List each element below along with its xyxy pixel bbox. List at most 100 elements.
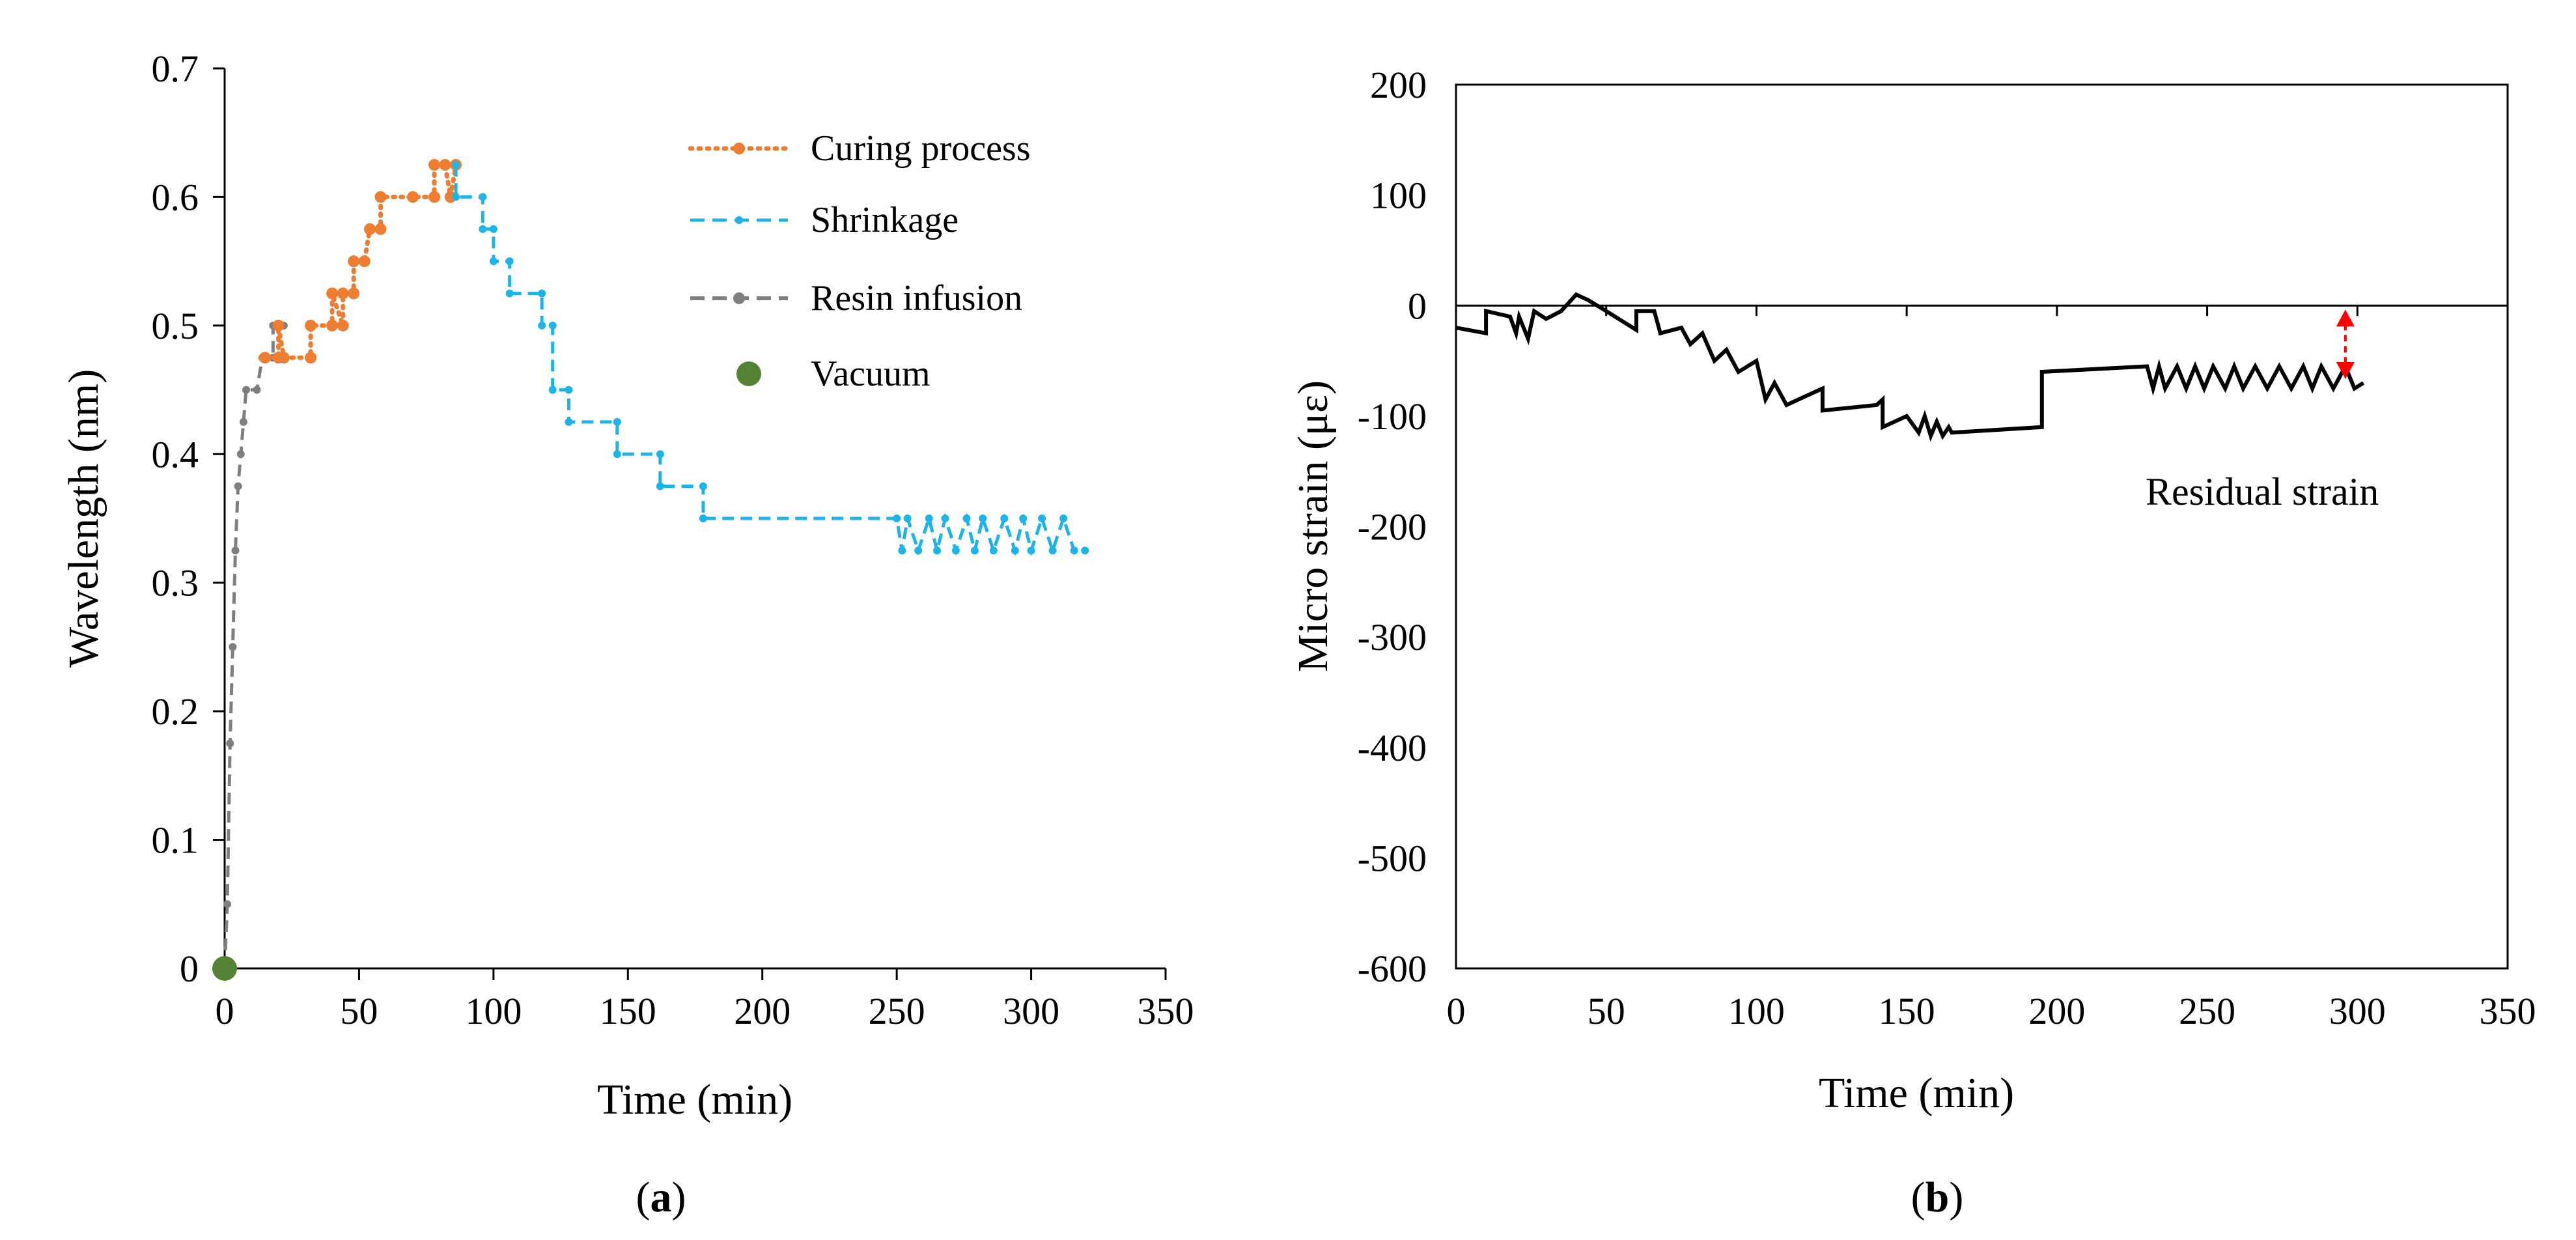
vacuum-point — [212, 956, 237, 981]
series-point-shrinkage — [656, 450, 664, 458]
series-point-shrinkage — [656, 482, 664, 490]
chart-b: 0 50 100 150 200 250 300 350 200 100 0 -100 -200 -300… — [1289, 64, 2536, 1221]
chart-a-y-tick-label: 0.4 — [152, 433, 199, 475]
chart-b-x-tick-label: 300 — [2329, 990, 2386, 1032]
chart-b-x-tick-label: 150 — [1879, 990, 1935, 1032]
chart-a-y-tick-label: 0.2 — [152, 690, 199, 733]
chart-b-ticks: 0 50 100 150 200 250 300 350 200 100 0 -100 -200 -300… — [1358, 64, 2536, 1032]
chart-b-y-tick-label: -200 — [1358, 506, 1427, 548]
residual-strain-label: Residual strain — [2146, 470, 2379, 513]
chart-a-x-tick-label: 50 — [340, 990, 378, 1032]
chart-b-x-tick-label: 250 — [2179, 990, 2235, 1032]
series-point-resin-infusion — [239, 417, 247, 426]
series-point-resin-infusion — [234, 482, 242, 490]
series-point-curing-process — [439, 159, 451, 171]
chart-b-x-tick-label: 350 — [2480, 990, 2536, 1032]
series-point-shrinkage — [548, 321, 557, 330]
chart-b-y-tick-label: -500 — [1358, 837, 1427, 879]
series-point-curing-process — [277, 352, 290, 364]
series-point-shrinkage — [1000, 514, 1009, 522]
chart-a-y-tick-label: 0 — [180, 948, 199, 990]
series-point-shrinkage — [903, 514, 912, 522]
chart-a-x-tick-label: 150 — [600, 990, 656, 1032]
series-point-shrinkage — [489, 225, 497, 233]
series-point-curing-process — [305, 352, 317, 364]
residual-strain-arrow — [2336, 309, 2355, 379]
chart-a: 0 50 100 150 200 250 300 350 0 0.1 0.2 0.3 0.4 0.5 0.6… — [60, 48, 1194, 1221]
legend-label-resin: Resin infusion — [811, 278, 1022, 318]
series-point-shrinkage — [452, 193, 460, 201]
series-point-curing-process — [326, 287, 339, 300]
chart-b-xlabel: Time (min) — [1819, 1069, 2014, 1117]
series-point-shrinkage — [1048, 546, 1057, 555]
chart-b-y-tick-label: -600 — [1358, 948, 1427, 990]
series-point-curing-process — [337, 287, 349, 300]
series-line-shrinkage — [454, 165, 1085, 557]
series-point-shrinkage — [538, 321, 546, 330]
panel-label-b: (b) — [1911, 1174, 1964, 1221]
chart-a-y-tick-label: 0.3 — [152, 562, 199, 604]
chart-b-x-tick-label: 0 — [1447, 990, 1466, 1032]
series-point-curing-process — [337, 319, 349, 331]
series-point-resin-infusion — [253, 386, 261, 394]
legend-marker-shrinkage — [735, 216, 743, 224]
series-point-curing-process — [407, 191, 419, 203]
panel-label-b-letter: b — [1925, 1174, 1950, 1221]
panel-label-a-letter: a — [651, 1174, 672, 1221]
chart-b-y-tick-label: -400 — [1358, 727, 1427, 769]
chart-b-x-tick-label: 200 — [2028, 990, 2085, 1032]
chart-a-y-tick-label: 0.6 — [152, 176, 199, 218]
chart-b-ylabel: Micro strain (με) — [1289, 380, 1337, 672]
series-point-shrinkage — [1011, 546, 1019, 555]
series-point-shrinkage — [893, 514, 901, 522]
series-point-resin-infusion — [229, 643, 237, 651]
series-point-shrinkage — [925, 514, 933, 522]
legend-item-curing: Curing process — [688, 128, 1031, 169]
series-point-shrinkage — [989, 546, 998, 555]
chart-a-x-tick-label: 0 — [216, 990, 234, 1032]
arrow-head-top — [2336, 309, 2355, 327]
series-point-shrinkage — [565, 386, 573, 394]
chart-a-ylabel: Wavelength (nm) — [60, 369, 107, 668]
series-point-shrinkage — [914, 546, 923, 555]
chart-a-x-tick-label: 350 — [1138, 990, 1194, 1032]
series-point-curing-process — [363, 223, 376, 235]
series-point-shrinkage — [452, 161, 460, 169]
chart-a-legend: Curing process Shrinkage Resin infusion … — [688, 128, 1031, 394]
series-point-curing-process — [428, 159, 441, 171]
series-point-shrinkage — [613, 450, 621, 458]
chart-b-y-tick-label: 0 — [1408, 285, 1427, 327]
series-point-curing-process — [305, 319, 317, 331]
chart-a-y-tick-label: 0.7 — [152, 48, 199, 90]
chart-b-plot-frame — [1455, 83, 2509, 970]
series-point-resin-infusion — [236, 450, 245, 458]
arrow-head-bottom — [2336, 361, 2355, 379]
chart-b-series — [1455, 292, 2365, 442]
series-point-curing-process — [326, 319, 339, 331]
series-point-shrinkage — [565, 417, 573, 426]
chart-a-series — [212, 159, 1089, 981]
legend-label-curing: Curing process — [811, 128, 1031, 169]
series-point-shrinkage — [489, 257, 497, 266]
series-point-curing-process — [358, 255, 371, 268]
panel-label-a: (a) — [636, 1174, 686, 1221]
chart-a-xlabel: Time (min) — [597, 1076, 792, 1123]
series-point-shrinkage — [479, 193, 487, 201]
chart-a-y-tick-label: 0.5 — [152, 305, 199, 347]
series-point-shrinkage — [933, 546, 942, 555]
series-point-shrinkage — [505, 289, 514, 298]
chart-b-y-tick-label: -100 — [1358, 395, 1427, 438]
series-point-shrinkage — [1070, 546, 1078, 555]
chart-b-y-tick-label: 100 — [1370, 175, 1427, 217]
series-point-shrinkage — [538, 289, 546, 298]
series-point-shrinkage — [505, 257, 514, 266]
series-point-resin-infusion — [231, 546, 240, 555]
series-point-shrinkage — [979, 514, 987, 522]
series-point-curing-process — [428, 191, 441, 203]
series-point-shrinkage — [1081, 546, 1089, 555]
series-point-curing-process — [374, 191, 387, 203]
series-point-resin-infusion — [226, 739, 234, 748]
series-line-micro-strain — [1455, 292, 2365, 442]
legend-marker-curing — [733, 143, 745, 154]
